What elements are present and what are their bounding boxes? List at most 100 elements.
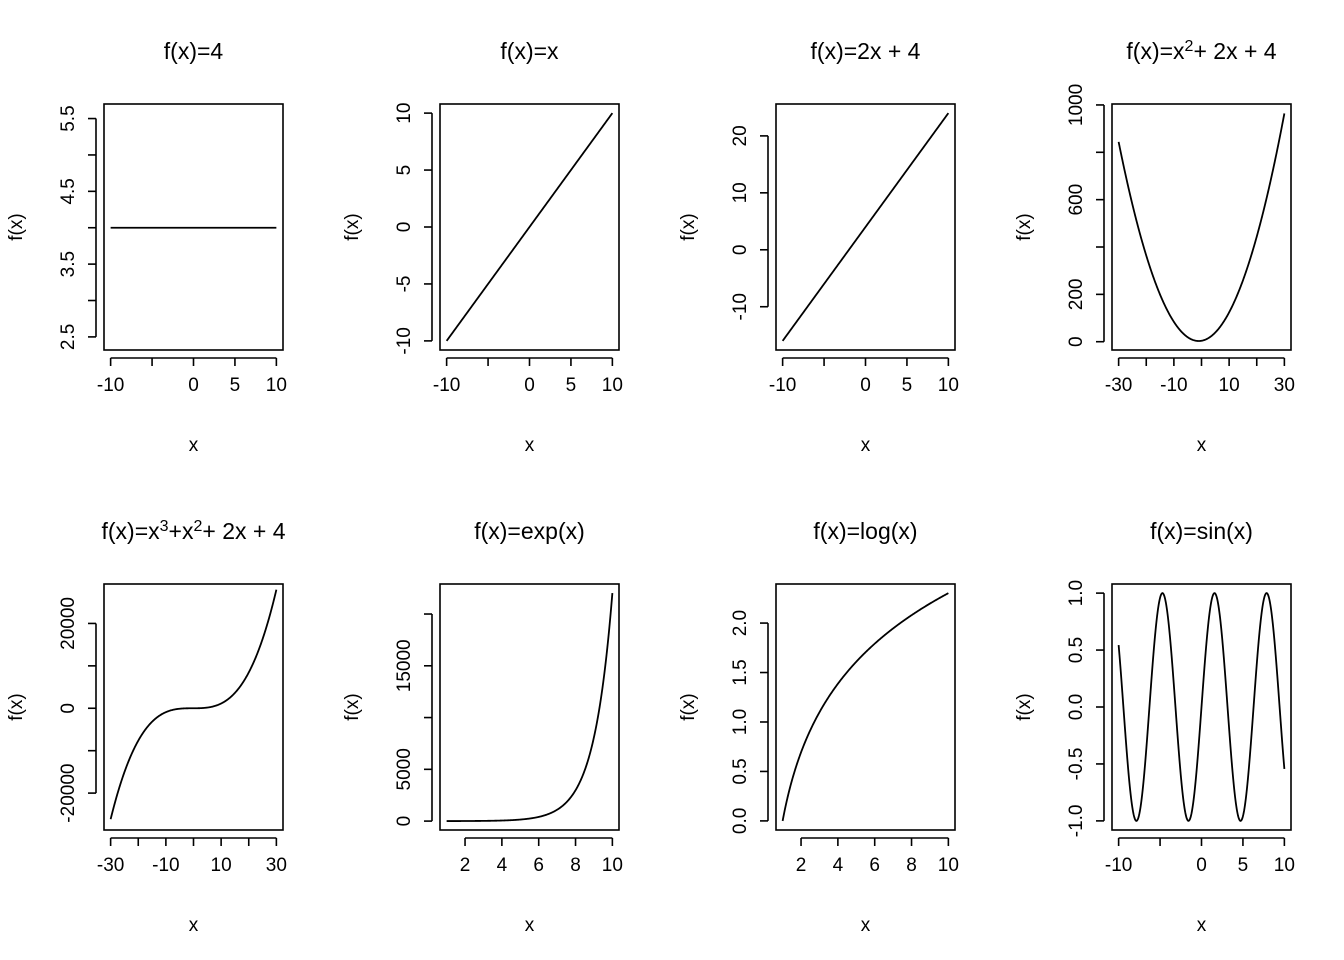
x-tick-label: 4 — [497, 855, 508, 876]
x-tick-label: 10 — [1219, 375, 1240, 396]
plot-frame — [1111, 103, 1292, 351]
x-tick-label: 8 — [906, 855, 917, 876]
plot-frame — [1111, 583, 1292, 831]
y-tick-label: 0.5 — [730, 758, 751, 784]
x-tick-label: 10 — [602, 855, 623, 876]
y-tick-label: 600 — [1066, 184, 1087, 216]
x-tick-label: -10 — [97, 375, 124, 396]
x-tick-label: 30 — [1274, 375, 1295, 396]
y-tick-label: 0 — [1066, 336, 1087, 347]
y-axis-label: f(x) — [342, 693, 363, 720]
y-tick-label: 10 — [394, 103, 415, 124]
y-tick-label: 2.0 — [730, 610, 751, 636]
y-tick-label: 1000 — [1066, 84, 1087, 126]
y-tick-label: -20000 — [58, 764, 79, 823]
y-tick-label: 5.5 — [58, 105, 79, 131]
x-axis-label: x — [861, 915, 871, 936]
y-tick-label: 200 — [1066, 279, 1087, 311]
y-axis-label: f(x) — [678, 213, 699, 240]
panel-title: f(x)=exp(x) — [474, 518, 585, 544]
series-line — [781, 592, 949, 822]
panel-title: f(x)=x2+ 2x + 4 — [1126, 38, 1276, 65]
series-line — [446, 592, 614, 822]
plot-frame — [103, 583, 284, 831]
y-axis-label: f(x) — [678, 693, 699, 720]
x-tick-label: 5 — [566, 375, 577, 396]
y-tick-label: 0 — [394, 222, 415, 233]
x-tick-label: 2 — [460, 855, 471, 876]
y-tick-label: 3.5 — [58, 251, 79, 277]
y-tick-label: 4.5 — [58, 178, 79, 204]
panel-title: f(x)=2x + 4 — [811, 38, 921, 64]
y-tick-label: 1.5 — [730, 659, 751, 685]
x-axis-label: x — [525, 915, 535, 936]
series-line — [1117, 113, 1286, 342]
x-tick-label: 10 — [266, 375, 287, 396]
x-axis-label: x — [525, 435, 535, 456]
plot-frame — [775, 103, 956, 351]
y-axis-label: f(x) — [342, 213, 363, 240]
panel-log: f(x)=log(x) 2 4 6 8 10 0.0 0.5 1.0 1.5 2.0 x f(x) — [678, 518, 959, 936]
x-tick-label: -10 — [433, 375, 460, 396]
y-tick-label: 1.0 — [1066, 580, 1087, 606]
x-tick-label: 2 — [796, 855, 807, 876]
panel-sin: f(x)=sin(x) -10 0 5 10 -1.0 -0.5 0.0 0.5 1.0 x f(x) — [1014, 518, 1295, 936]
y-tick-label: 0 — [730, 244, 751, 255]
x-tick-label: -10 — [769, 375, 796, 396]
plot-frame — [775, 583, 956, 831]
panel-quadratic: f(x)=x2+ 2x + 4 -30 -10 10 30 0 200 600 1000 x f(x… — [1014, 38, 1295, 457]
series-line — [109, 589, 278, 820]
y-tick-label: 0.0 — [1066, 694, 1087, 720]
panel-exp: f(x)=exp(x) 2 4 6 8 10 0 5000 15000 x f(x) — [342, 518, 623, 936]
y-tick-label: 0.0 — [730, 808, 751, 834]
x-axis-label: x — [861, 435, 871, 456]
x-tick-label: 8 — [570, 855, 581, 876]
y-tick-label: -1.0 — [1066, 805, 1087, 838]
y-axis-label: f(x) — [1014, 213, 1035, 240]
x-tick-label: -30 — [97, 855, 124, 876]
y-tick-label: 0 — [58, 703, 79, 714]
plot-frame — [439, 103, 620, 351]
panel-linear: f(x)=2x + 4 -10 0 5 10 -10 0 10 20 x f(x) — [678, 38, 959, 456]
y-tick-label: -5 — [394, 275, 415, 292]
y-tick-label: 0.5 — [1066, 637, 1087, 663]
y-tick-label: 15000 — [394, 639, 415, 692]
x-tick-label: -30 — [1105, 375, 1132, 396]
x-axis-label: x — [1197, 915, 1207, 936]
panel-cubic: f(x)=x3+x2+ 2x + 4 -30 -10 10 30 -20000 0 20000… — [6, 518, 287, 937]
panel-title: f(x)=sin(x) — [1150, 518, 1253, 544]
x-tick-label: 10 — [602, 375, 623, 396]
series-line — [445, 112, 614, 342]
x-tick-label: 10 — [938, 855, 959, 876]
x-tick-label: -10 — [1105, 855, 1132, 876]
y-tick-label: 20000 — [58, 597, 79, 650]
x-tick-label: 10 — [211, 855, 232, 876]
y-tick-label: 1.0 — [730, 709, 751, 735]
y-tick-label: 20 — [730, 125, 751, 146]
y-tick-label: 2.5 — [58, 324, 79, 350]
x-tick-label: 0 — [524, 375, 535, 396]
y-axis-label: f(x) — [6, 213, 27, 240]
x-tick-label: 0 — [1196, 855, 1207, 876]
x-axis-label: x — [189, 915, 199, 936]
y-tick-label: 0 — [394, 816, 415, 827]
x-tick-label: 5 — [902, 375, 913, 396]
panel-title: f(x)=4 — [164, 38, 224, 64]
panel-constant: f(x)=4 -10 0 5 10 2.5 3.5 4.5 5.5 x f(x) — [6, 38, 287, 456]
panel-title: f(x)=log(x) — [813, 518, 917, 544]
x-tick-label: 10 — [1274, 855, 1295, 876]
x-tick-label: -10 — [152, 855, 179, 876]
x-axis-label: x — [1197, 435, 1207, 456]
panel-title: f(x)=x — [500, 38, 559, 64]
y-tick-label: 5 — [394, 165, 415, 176]
series-line — [1117, 592, 1286, 822]
x-tick-label: 0 — [860, 375, 871, 396]
x-tick-label: 0 — [188, 375, 199, 396]
x-tick-label: 6 — [533, 855, 544, 876]
plot-frame — [103, 103, 284, 351]
x-axis-label: x — [189, 435, 199, 456]
y-tick-label: 5000 — [394, 748, 415, 790]
panel-identity: f(x)=x -10 0 5 10 -10 -5 0 5 10 x f(x) — [342, 38, 623, 456]
y-tick-label: -10 — [394, 327, 415, 354]
